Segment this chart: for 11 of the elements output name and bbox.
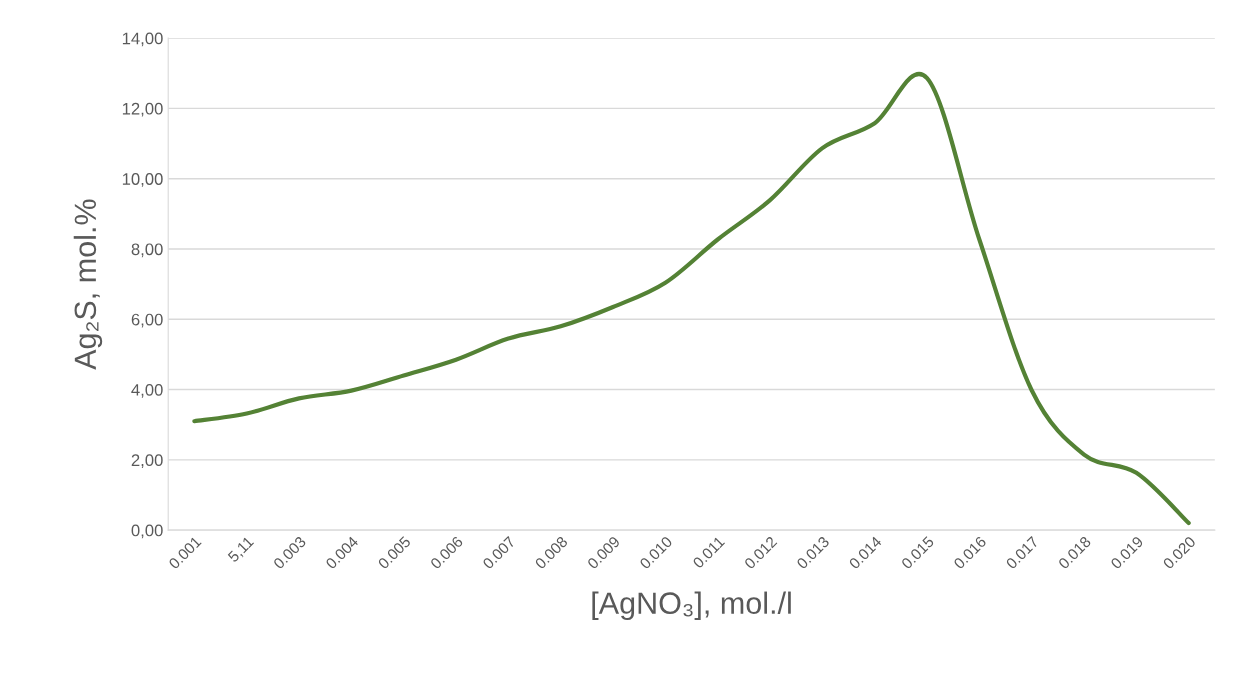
y-tick-label: 4,00: [131, 383, 163, 398]
y-tick-label: 6,00: [131, 313, 163, 328]
y-tick-label: 2,00: [131, 454, 163, 469]
y-axis-title: Ag₂S, mol.%: [73, 199, 103, 370]
y-tick-label: 0,00: [131, 524, 163, 539]
y-tick-label: 12,00: [122, 102, 163, 117]
x-tick-label: 5,11: [227, 535, 256, 565]
y-tick-label: 10,00: [122, 173, 163, 187]
y-tick-label: 8,00: [131, 243, 163, 258]
y-tick-label: 14,00: [122, 32, 163, 47]
x-axis-title: [AgNO₃], mol./l: [592, 591, 791, 621]
